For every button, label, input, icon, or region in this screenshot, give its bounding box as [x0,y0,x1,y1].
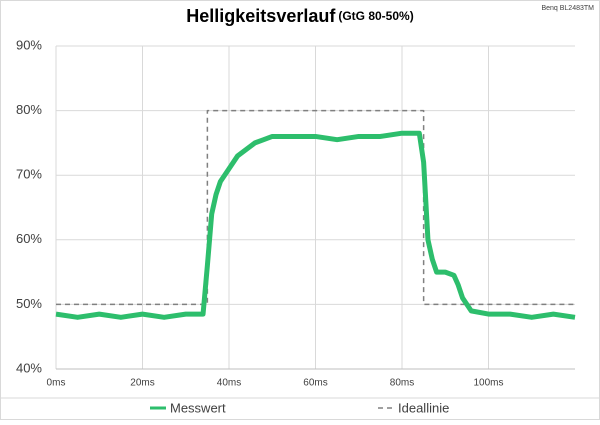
x-tick-label: 20ms [130,378,154,389]
legend-label: Ideallinie [398,400,449,415]
y-tick-label: 90% [16,37,42,52]
legend-label: Messwert [170,400,226,415]
chart-title-group: Helligkeitsverlauf (GtG 80-50%) [186,6,413,26]
y-tick-label: 40% [16,360,42,375]
data-line [56,109,575,306]
x-tick-label: 100ms [473,378,503,389]
annotation: Benq BL2483TM [541,5,594,12]
y-tick-label: 60% [16,231,42,246]
x-tick-label: 60ms [303,378,327,389]
y-tick-label: 80% [16,102,42,117]
x-tick-label: 0ms [47,378,66,389]
y-tick-label: 70% [16,167,42,182]
data-line [55,130,576,320]
x-tick-label: 40ms [217,378,241,389]
chart-title: Helligkeitsverlauf [186,6,336,26]
x-tick-label: 80ms [390,378,414,389]
chart-subtitle: (GtG 80-50%) [338,9,413,23]
y-tick-label: 50% [16,296,42,311]
